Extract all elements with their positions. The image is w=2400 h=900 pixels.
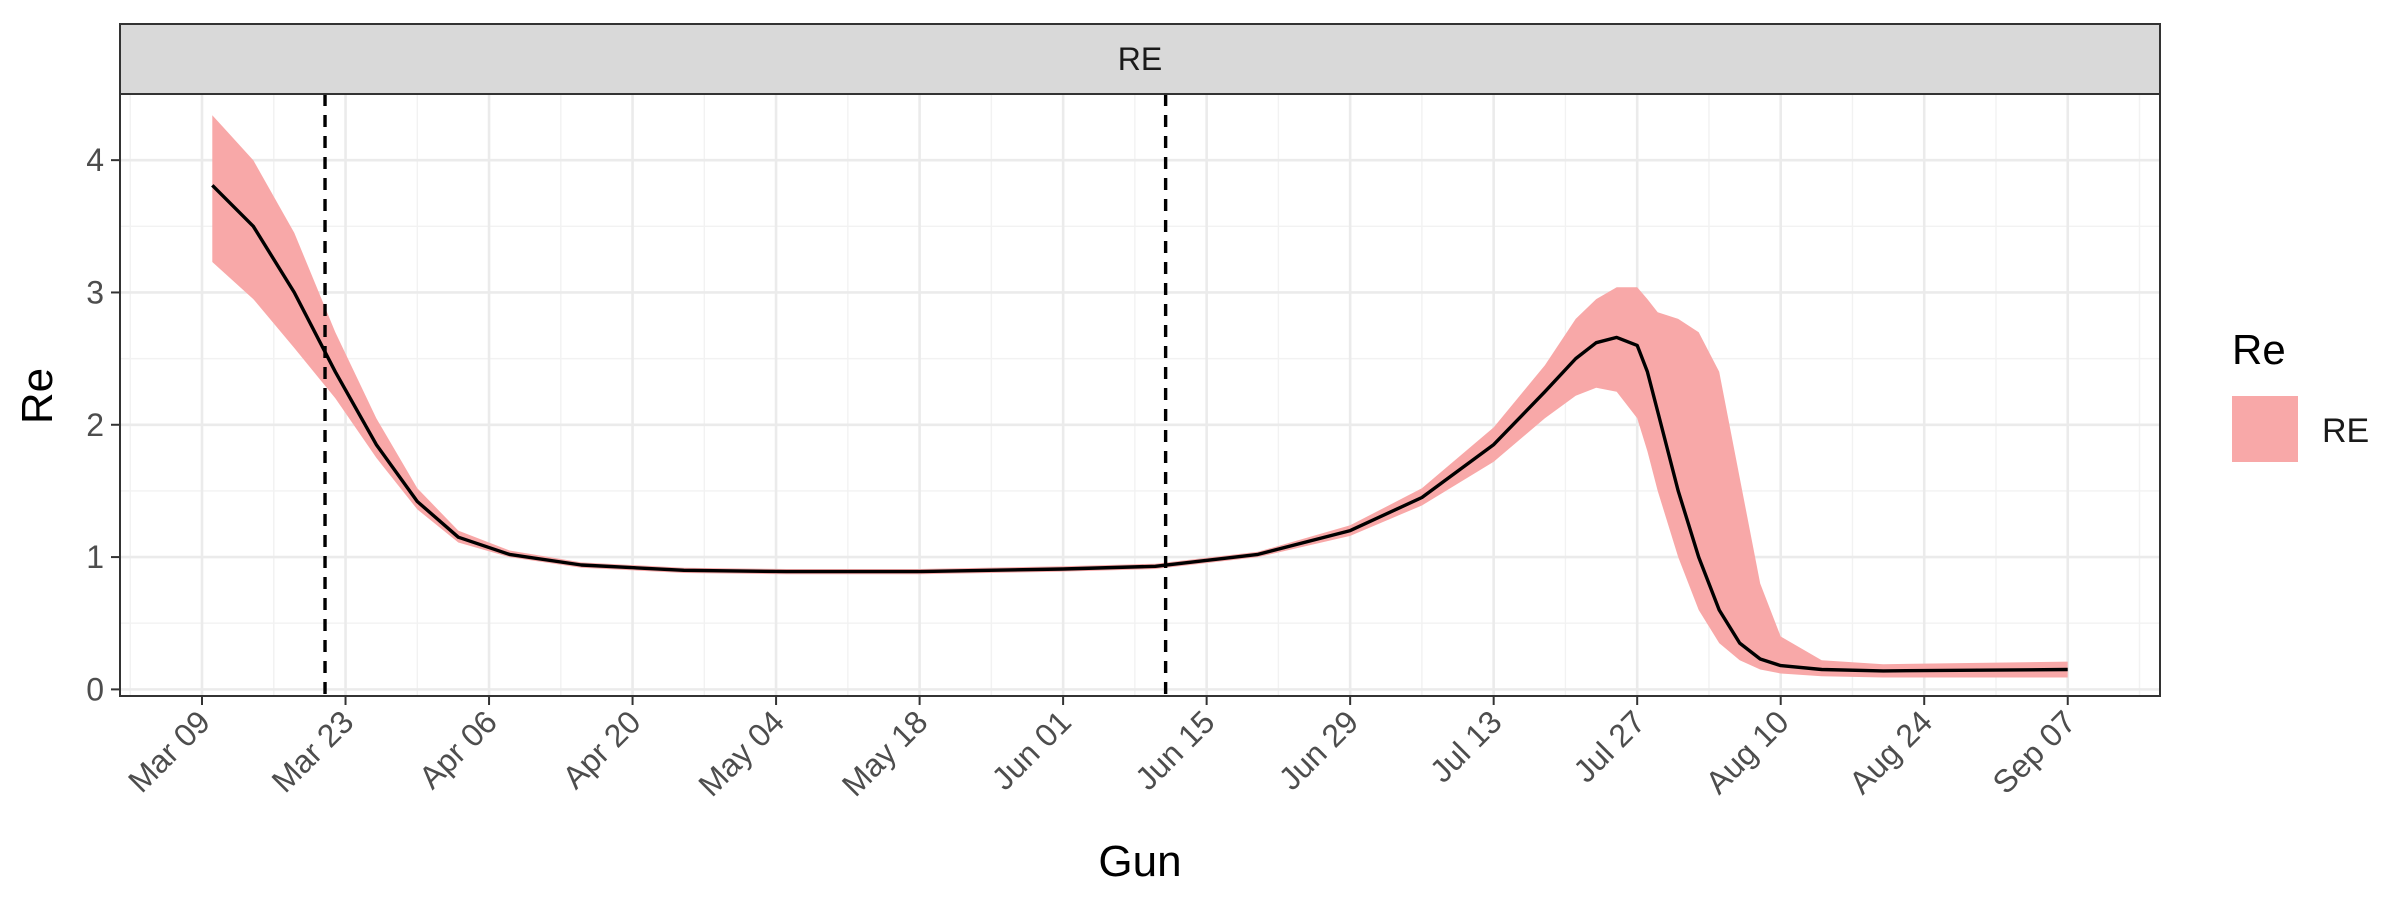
- line-layer: [211, 184, 2068, 673]
- x-tick-label: Apr 06: [412, 703, 504, 795]
- grid-minor: [120, 94, 2160, 696]
- legend-label-re: RE: [2322, 412, 2369, 450]
- x-tick-label: Aug 24: [1842, 703, 1939, 800]
- legend-key-re: [2232, 396, 2298, 462]
- x-tick-label: Jun 29: [1272, 703, 1365, 796]
- x-axis: Mar 09 Mar 23 Apr 06 Apr 20 May 04 May 18 Jun …: [121, 696, 2083, 803]
- re-line: [211, 184, 2068, 673]
- x-tick-label: Jun 15: [1128, 703, 1221, 796]
- legend: Re RE: [2232, 326, 2369, 462]
- x-tick-label: Apr 20: [555, 703, 647, 795]
- x-tick-label: Mar 23: [265, 703, 361, 799]
- y-axis: 0 1 2 3 4: [86, 142, 120, 707]
- x-tick-label: Jun 01: [985, 703, 1078, 796]
- facet-strip-label: RE: [1118, 41, 1162, 77]
- y-tick-label: 2: [86, 407, 104, 443]
- x-axis-title: Gun: [1098, 837, 1181, 886]
- legend-title: Re: [2232, 326, 2286, 373]
- y-axis-title: Re: [13, 368, 62, 424]
- x-tick-label: Jul 27: [1566, 703, 1652, 789]
- x-tick-label: Sep 07: [1985, 703, 2082, 800]
- plot-panel-background: [120, 94, 2160, 696]
- confidence-ribbon: [212, 115, 2068, 678]
- x-tick-label: Jul 13: [1423, 703, 1509, 789]
- grid-major: [120, 94, 2160, 696]
- y-tick-label: 3: [86, 274, 104, 310]
- ribbon-layer: [212, 115, 2068, 678]
- vline-layer: [323, 94, 1168, 696]
- y-tick-label: 0: [86, 671, 104, 707]
- x-tick-label: Aug 10: [1698, 703, 1795, 800]
- y-tick-label: 4: [86, 142, 104, 178]
- x-tick-label: Mar 09: [121, 703, 217, 799]
- facet-strip: [119, 23, 2161, 95]
- y-tick-label: 1: [86, 539, 104, 575]
- x-tick-label: May 04: [691, 703, 791, 803]
- x-tick-label: May 18: [835, 703, 935, 803]
